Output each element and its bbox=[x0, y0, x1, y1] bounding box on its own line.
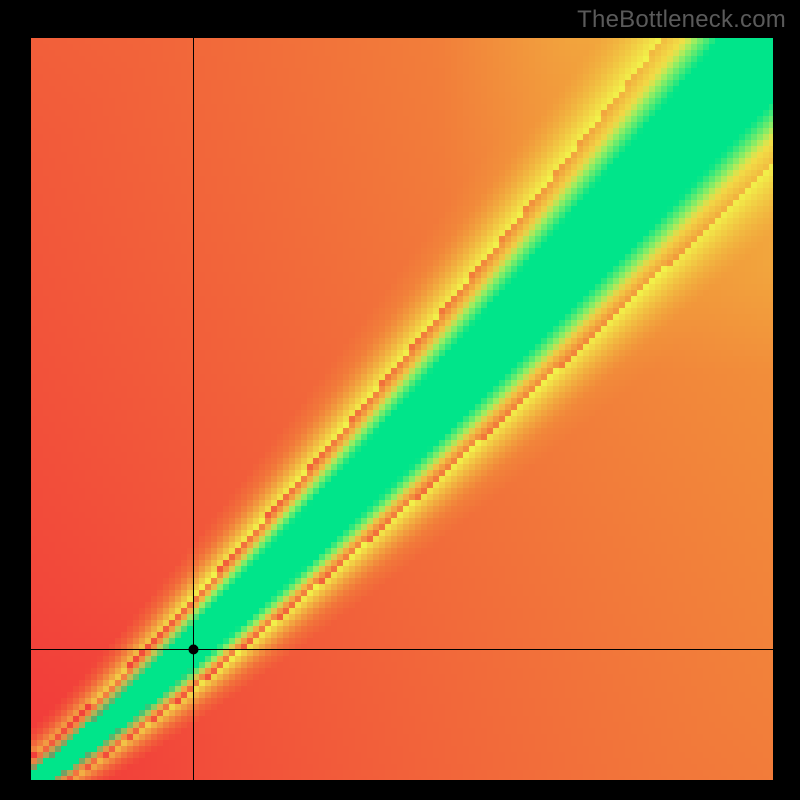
watermark-text: TheBottleneck.com bbox=[577, 6, 786, 34]
chart-container: TheBottleneck.com bbox=[0, 0, 800, 800]
bottleneck-heatmap bbox=[31, 38, 773, 780]
